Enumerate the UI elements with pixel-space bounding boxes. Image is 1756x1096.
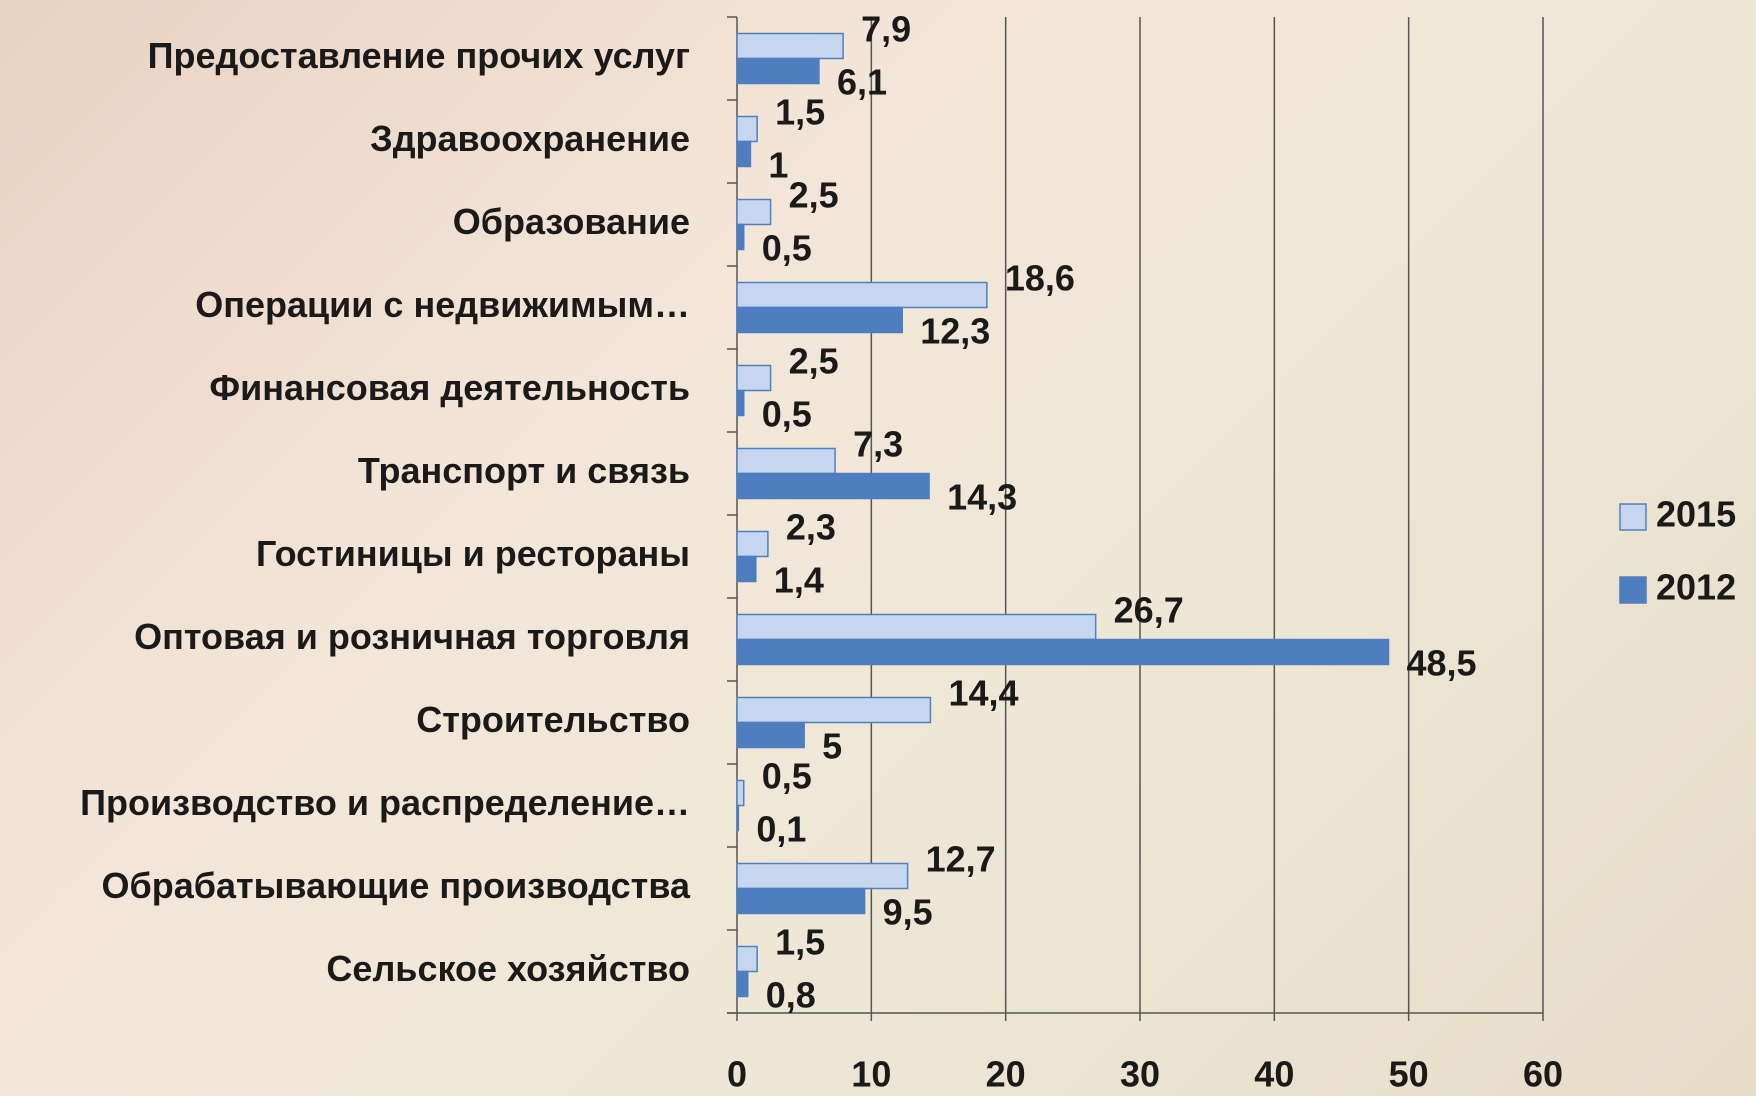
data-label: 14,3 bbox=[947, 477, 1017, 518]
data-label: 5 bbox=[822, 726, 842, 767]
bar bbox=[736, 115, 758, 143]
data-label: 0,5 bbox=[762, 228, 812, 269]
data-label: 48,5 bbox=[1407, 643, 1477, 684]
bar bbox=[736, 555, 757, 583]
data-label: 12,7 bbox=[926, 839, 996, 880]
data-label: 12,3 bbox=[920, 311, 990, 352]
data-label: 26,7 bbox=[1114, 590, 1184, 631]
data-label: 1,5 bbox=[775, 92, 825, 133]
bar bbox=[736, 804, 740, 832]
bar bbox=[736, 223, 745, 251]
x-tick-label: 40 bbox=[1254, 1054, 1294, 1095]
bar bbox=[736, 530, 769, 558]
legend-label: 2015 bbox=[1656, 494, 1736, 535]
bar bbox=[736, 198, 772, 226]
data-label: 6,1 bbox=[837, 62, 887, 103]
y-tick-label: Обрабатывающие производства bbox=[102, 865, 691, 906]
data-label: 2,5 bbox=[789, 175, 839, 216]
bar bbox=[736, 447, 836, 475]
y-tick-label: Оптовая и розничная торговля bbox=[134, 616, 690, 657]
x-tick-label: 20 bbox=[986, 1054, 1026, 1095]
bar bbox=[736, 306, 903, 334]
y-tick-label: Финансовая деятельность bbox=[209, 367, 690, 408]
data-label: 7,9 bbox=[861, 9, 911, 50]
bar bbox=[736, 638, 1390, 666]
y-tick-label: Транспорт и связь bbox=[358, 450, 690, 491]
y-tick-label: Гостиницы и рестораны bbox=[256, 533, 690, 574]
legend-swatch bbox=[1619, 576, 1647, 604]
x-tick-label: 30 bbox=[1120, 1054, 1160, 1095]
bar bbox=[736, 970, 749, 998]
bar bbox=[736, 140, 752, 168]
data-label: 18,6 bbox=[1005, 258, 1075, 299]
data-label: 0,5 bbox=[762, 394, 812, 435]
bar bbox=[736, 613, 1097, 641]
data-label: 2,5 bbox=[789, 341, 839, 382]
y-tick-label: Сельское хозяйство bbox=[326, 948, 690, 989]
data-label: 0,1 bbox=[756, 809, 806, 850]
data-label: 7,3 bbox=[853, 424, 903, 465]
bar bbox=[736, 945, 758, 973]
bar bbox=[736, 389, 745, 417]
data-label: 9,5 bbox=[883, 892, 933, 933]
bar bbox=[736, 364, 772, 392]
bar bbox=[736, 721, 805, 749]
y-tick-label: Предоставление прочих услуг bbox=[148, 35, 690, 76]
x-tick-label: 10 bbox=[851, 1054, 891, 1095]
bar bbox=[736, 281, 988, 309]
bar bbox=[736, 57, 820, 85]
y-tick-label: Образование bbox=[453, 201, 690, 242]
x-tick-label: 50 bbox=[1389, 1054, 1429, 1095]
data-label: 2,3 bbox=[786, 507, 836, 548]
data-label: 1 bbox=[768, 145, 788, 186]
legend-label: 2012 bbox=[1656, 567, 1736, 608]
data-label: 1,5 bbox=[775, 922, 825, 963]
bar bbox=[736, 472, 930, 500]
y-tick-label: Строительство bbox=[416, 699, 690, 740]
x-tick-label: 0 bbox=[727, 1054, 747, 1095]
bar bbox=[736, 696, 932, 724]
y-tick-label: Производство и распределение… bbox=[80, 782, 690, 823]
data-label: 14,4 bbox=[948, 673, 1018, 714]
data-label: 1,4 bbox=[774, 560, 824, 601]
bar bbox=[736, 779, 745, 807]
bar bbox=[736, 862, 909, 890]
bar bbox=[736, 32, 844, 60]
data-label: 0,8 bbox=[766, 975, 816, 1016]
x-tick-label: 60 bbox=[1523, 1054, 1563, 1095]
bar bbox=[736, 887, 866, 915]
data-label: 0,5 bbox=[762, 756, 812, 797]
y-tick-label: Здравоохранение bbox=[370, 118, 690, 159]
y-tick-label: Операции с недвижимым… bbox=[195, 284, 690, 325]
legend-swatch bbox=[1619, 503, 1647, 531]
